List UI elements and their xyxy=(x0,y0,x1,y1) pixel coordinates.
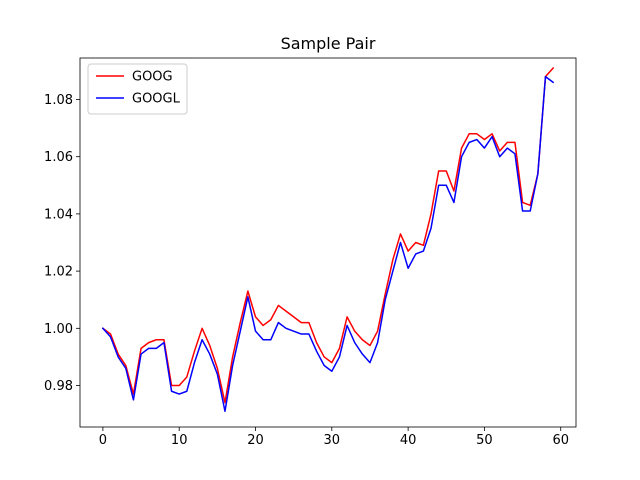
x-tick-label: 30 xyxy=(324,433,341,448)
legend-label-goog: GOOG xyxy=(132,70,173,85)
x-tick-label: 40 xyxy=(400,433,417,448)
y-tick-label: 1.00 xyxy=(44,322,73,337)
series-line-googl xyxy=(101,75,555,413)
y-tick-label: 1.06 xyxy=(44,150,73,165)
chart-title: Sample Pair xyxy=(281,34,376,53)
y-tick-label: 0.98 xyxy=(44,379,73,394)
x-tick-label: 50 xyxy=(476,433,493,448)
y-tick-label: 1.02 xyxy=(44,265,73,280)
series-line-goog xyxy=(101,66,555,404)
x-tick-label: 60 xyxy=(552,433,569,448)
x-tick-label: 0 xyxy=(99,433,107,448)
plot-area: 0 10 20 30 40 50 60 0.98 1.00 1.02 1.04 1.06 1.08 GOO… xyxy=(44,57,577,448)
x-tick-label: 10 xyxy=(171,433,188,448)
legend: GOOG GOOGL xyxy=(87,63,188,115)
y-tick-label: 1.04 xyxy=(44,207,73,222)
x-tick-label: 20 xyxy=(247,433,264,448)
legend-label-googl: GOOGL xyxy=(132,92,181,107)
axes-frame xyxy=(79,57,577,428)
y-tick-label: 1.08 xyxy=(44,93,73,108)
